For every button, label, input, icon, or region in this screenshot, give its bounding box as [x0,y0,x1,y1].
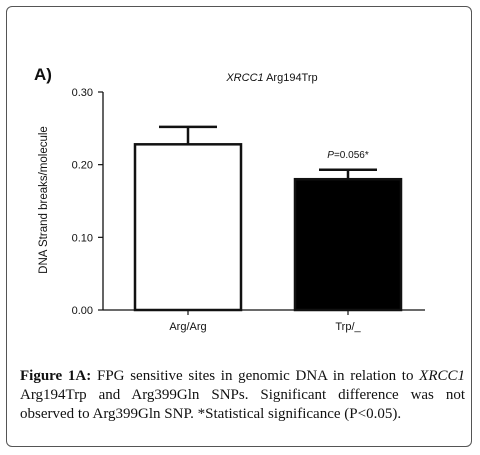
caption-text-2: Arg194Trp and Arg399Gln SNPs. Significan… [20,387,465,422]
p-value-annotation: P=0.056* [327,150,369,161]
chart-title-gene: XRCC1 [225,72,263,84]
y-tick-label: 0.00 [72,305,93,317]
bars: P=0.056* [133,125,403,312]
bar-0 [133,143,243,312]
y-axis-label: DNA Strand breaks/molecule [38,126,50,274]
chart-title-rest: Arg194Trp [264,72,318,84]
x-tick-label: Arg/Arg [169,321,206,333]
bar-1 [293,177,403,312]
chart-title: XRCC1 Arg194Trp [225,72,317,84]
figure-caption: Figure 1A: FPG sensitive sites in genomi… [20,367,465,424]
panel-label: A) [34,65,52,84]
caption-gene: XRCC1 [419,368,465,384]
y-tick-label: 0.20 [72,160,93,172]
y-tick-label: 0.10 [72,232,93,244]
p-value-symbol: P [327,150,334,161]
p-value-text: =0.056* [334,150,369,161]
caption-text-1: FPG sensitive sites in genomic DNA in re… [91,368,420,384]
y-tick-label: 0.30 [72,87,93,99]
x-tick-label: Trp/_ [335,321,361,333]
caption-figure-label: Figure 1A: [20,368,92,384]
bar-chart: A) XRCC1 Arg194Trp DNA Strand breaks/mol… [34,65,425,333]
